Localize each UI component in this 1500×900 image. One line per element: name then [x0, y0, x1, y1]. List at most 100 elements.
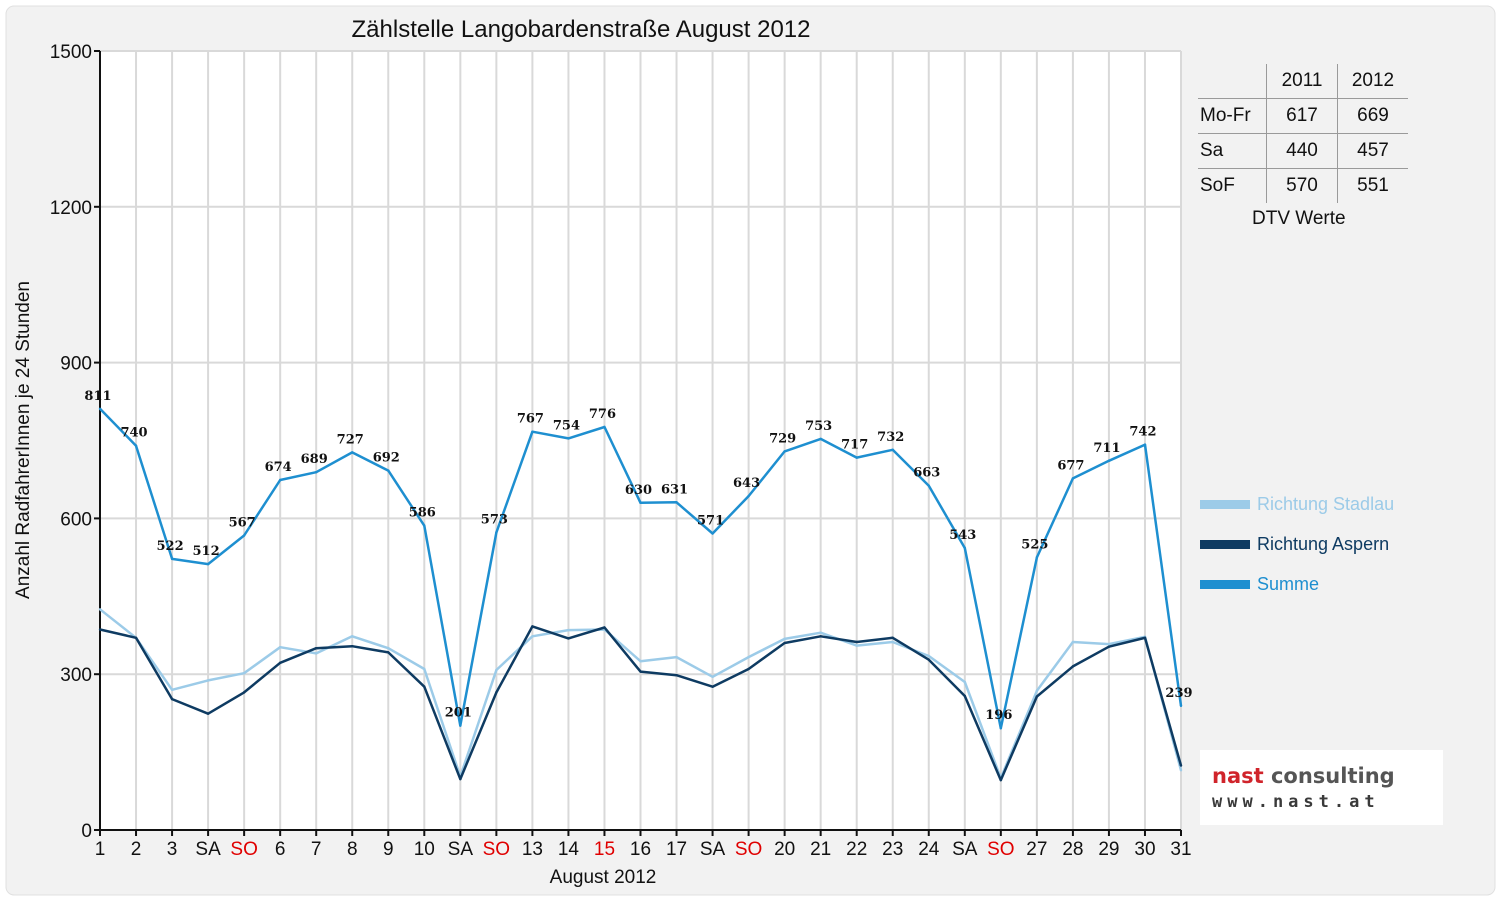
x-tick-label: 22 — [846, 839, 867, 860]
legend-item-summe: Summe — [1200, 574, 1319, 595]
x-tick-label: 31 — [1170, 839, 1191, 860]
data-point — [963, 680, 966, 684]
data-point — [567, 637, 570, 640]
data-point — [206, 679, 210, 682]
dtv-cell: 669 — [1337, 98, 1408, 134]
dtv-header-row: 2011 2012 — [1198, 64, 1408, 99]
data-point — [1143, 636, 1147, 640]
data-label: 630 — [625, 483, 652, 498]
data-point — [855, 644, 858, 647]
data-label: 677 — [1057, 458, 1084, 473]
data-label: 586 — [409, 506, 436, 521]
data-point — [206, 712, 210, 715]
data-label: 643 — [733, 476, 760, 491]
data-point — [1179, 769, 1183, 772]
dtv-cell: 617 — [1266, 98, 1338, 134]
dtv-cell: 440 — [1266, 133, 1338, 169]
data-label: 196 — [985, 708, 1012, 723]
dtv-header-2012: 2012 — [1337, 64, 1408, 99]
data-point — [387, 469, 390, 472]
data-point — [170, 688, 174, 691]
data-point — [278, 645, 282, 649]
dtv-row: Sa 440 457 — [1198, 133, 1408, 169]
data-point — [351, 635, 354, 638]
data-point — [1179, 704, 1183, 708]
data-point — [134, 636, 138, 640]
data-label: 567 — [229, 516, 256, 531]
data-point — [531, 430, 534, 433]
x-tick-label: 30 — [1134, 839, 1155, 860]
data-point — [1143, 443, 1147, 446]
dtv-cell: 551 — [1337, 168, 1408, 203]
data-point — [1107, 645, 1111, 648]
x-tick-label: 14 — [558, 839, 580, 860]
data-point — [927, 658, 930, 661]
data-label: 239 — [1165, 686, 1192, 701]
chart-title: Zählstelle Langobardenstraße August 2012 — [352, 16, 811, 43]
data-point — [242, 534, 246, 537]
x-tick-label: 2 — [131, 839, 142, 860]
x-tick-label: 15 — [594, 839, 615, 860]
x-axis-title: August 2012 — [550, 867, 657, 888]
data-point — [315, 470, 318, 474]
data-point — [278, 661, 282, 664]
data-point — [891, 640, 894, 644]
x-tick-label: SA — [448, 839, 474, 860]
dtv-corner — [1198, 64, 1267, 99]
data-point — [927, 654, 930, 658]
x-tick-label: 16 — [630, 839, 651, 860]
data-point — [278, 478, 282, 482]
dtv-cell: 570 — [1266, 168, 1338, 203]
dtv-table: 2011 2012 Mo-Fr 617 669 Sa 440 457 SoF 5… — [1198, 64, 1408, 203]
dtv-row-label: Mo-Fr — [1198, 98, 1267, 134]
x-tick-label: SO — [483, 839, 510, 860]
data-point — [747, 655, 750, 659]
x-tick-label: 20 — [774, 839, 795, 860]
data-point — [1107, 459, 1111, 462]
x-tick-label: 3 — [167, 839, 178, 860]
data-label: 732 — [877, 430, 904, 445]
data-point — [675, 674, 678, 677]
data-point — [98, 608, 102, 611]
x-tick-label: 28 — [1062, 839, 1083, 860]
x-tick-label: SO — [230, 839, 257, 860]
data-label: 525 — [1021, 537, 1048, 552]
data-label: 729 — [769, 431, 796, 446]
dtv-row: SoF 570 551 — [1198, 168, 1408, 203]
data-point — [387, 647, 390, 650]
y-tick-label: 600 — [60, 509, 92, 530]
x-tick-label: 7 — [311, 839, 322, 860]
logo-word-nast: nast — [1212, 764, 1264, 788]
data-point — [1035, 689, 1039, 693]
data-point — [747, 667, 750, 671]
data-point — [855, 456, 858, 459]
data-point — [783, 637, 786, 641]
data-point — [170, 697, 174, 701]
data-point — [459, 777, 462, 781]
data-point — [351, 644, 354, 648]
data-point — [1035, 695, 1039, 698]
data-point — [1071, 477, 1075, 480]
data-point — [819, 437, 822, 441]
x-tick-label: 6 — [275, 839, 286, 860]
data-point — [639, 501, 642, 505]
x-tick-label: 27 — [1026, 839, 1047, 860]
legend-swatch-aspern — [1200, 540, 1250, 549]
legend-item-aspern: Richtung Aspern — [1200, 534, 1389, 555]
data-point — [603, 425, 606, 429]
legend-label-aspern: Richtung Aspern — [1257, 534, 1390, 554]
dtv-row-label: Sa — [1198, 133, 1267, 169]
x-tick-label: 9 — [383, 839, 394, 860]
dtv-row-label: SoF — [1200, 175, 1235, 196]
data-point — [1071, 665, 1075, 668]
data-point — [711, 675, 714, 678]
y-tick-label: 1500 — [50, 42, 92, 63]
data-point — [423, 524, 426, 527]
data-point — [495, 531, 498, 534]
y-tick-label: 300 — [60, 665, 92, 686]
x-tick-label: 21 — [810, 839, 831, 860]
data-label: 767 — [517, 412, 544, 427]
series-lines — [98, 407, 1183, 782]
data-point — [315, 647, 318, 650]
y-tick-label: 1200 — [50, 198, 92, 219]
